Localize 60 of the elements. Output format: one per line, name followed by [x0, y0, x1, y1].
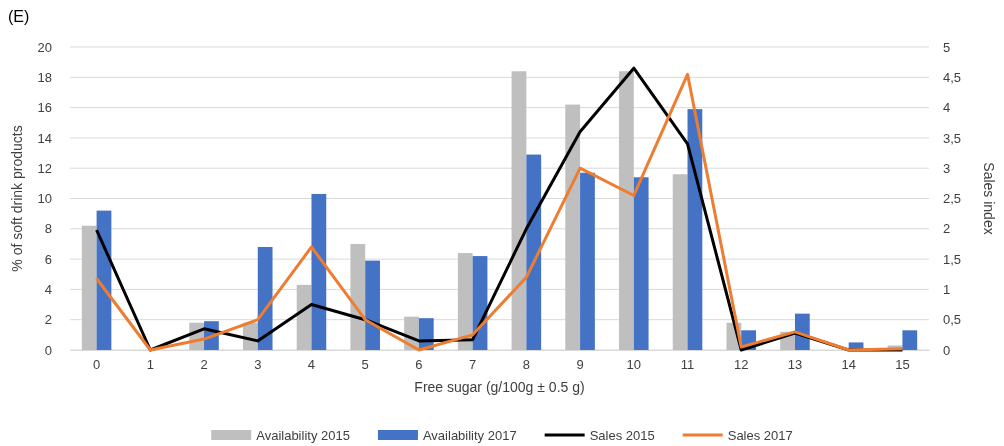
y2-tick-label: 4,5	[943, 69, 962, 85]
y2-axis-title: Sales index	[981, 162, 997, 235]
x-tick-label: 14	[841, 357, 856, 373]
y-tick-label: 6	[44, 251, 52, 267]
x-tick-label: 2	[200, 357, 208, 373]
y-tick-label: 20	[37, 39, 52, 55]
bar	[526, 154, 542, 350]
legend-label: Sales 2015	[589, 428, 655, 443]
y-tick-label: 12	[37, 160, 52, 176]
y2-tick-label: 1,5	[943, 251, 962, 267]
bar	[457, 253, 473, 350]
y2-tick-label: 2,5	[943, 191, 962, 207]
y-tick-label: 8	[44, 221, 52, 237]
x-tick-label: 0	[92, 357, 101, 373]
y-tick-label: 0	[44, 342, 52, 358]
legend-label: Sales 2017	[727, 428, 793, 443]
x-tick-label: 10	[626, 357, 642, 373]
y2-tick-label: 5	[943, 39, 951, 55]
x-tick-label: 8	[522, 357, 530, 373]
y2-tick-label: 4	[943, 100, 951, 116]
y-tick-label: 14	[37, 130, 52, 146]
x-tick-label: 15	[895, 357, 910, 373]
bar	[619, 71, 634, 350]
bar	[365, 260, 380, 350]
bar	[902, 330, 918, 350]
y2-tick-label: 0	[943, 342, 951, 358]
y-tick-label: 18	[37, 69, 52, 85]
x-tick-label: 9	[576, 357, 584, 373]
y-axis-title: % of soft drink products	[9, 125, 25, 272]
x-tick-label: 7	[469, 357, 477, 373]
bar	[81, 225, 97, 350]
y-tick-label: 4	[44, 282, 52, 298]
bar	[672, 174, 688, 350]
bar	[311, 193, 327, 350]
y2-tick-label: 1	[943, 282, 951, 298]
x-tick-label: 12	[734, 357, 749, 373]
bar	[580, 172, 595, 350]
y-tick-label: 10	[37, 191, 52, 207]
y-tick-label: 2	[44, 312, 52, 328]
bar	[257, 246, 273, 350]
x-tick-label: 5	[361, 357, 369, 373]
bar	[565, 104, 581, 350]
x-tick-label: 11	[680, 357, 695, 373]
legend-label: Availability 2015	[256, 428, 350, 443]
y2-tick-label: 3	[943, 160, 951, 176]
x-tick-label: 6	[415, 357, 423, 373]
y2-tick-label: 2	[943, 221, 951, 237]
chart-title: (E)	[8, 8, 30, 25]
x-tick-label: 1	[146, 357, 154, 373]
y2-tick-label: 3,5	[943, 130, 962, 146]
x-axis-title: Free sugar (g/100g ± 0.5 g)	[414, 379, 585, 395]
bar	[633, 177, 649, 350]
y2-tick-label: 0,5	[943, 312, 962, 328]
y-tick-label: 16	[37, 100, 52, 116]
bar	[350, 243, 366, 350]
x-tick-label: 13	[787, 357, 803, 373]
x-tick-label: 3	[254, 357, 262, 373]
x-tick-label: 4	[307, 357, 316, 373]
bar	[511, 71, 527, 350]
legend-label: Availability 2017	[422, 428, 517, 443]
